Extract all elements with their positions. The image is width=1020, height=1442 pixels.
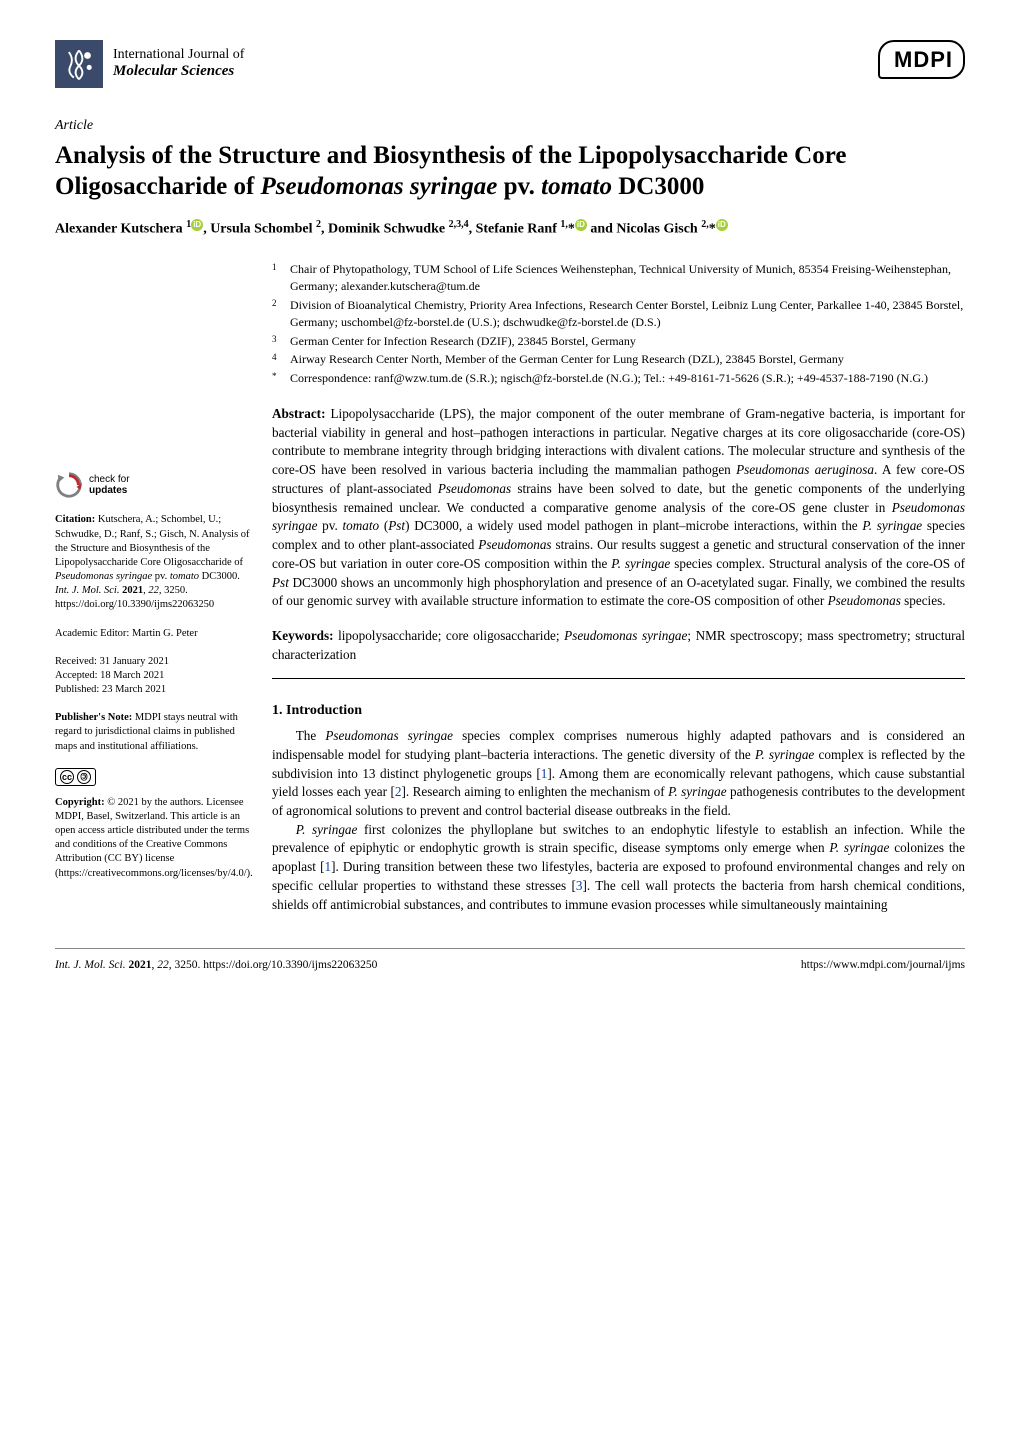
copyright-block: Copyright: © 2021 by the authors. Licens… [55, 796, 250, 881]
affiliation-row: 3 German Center for Infection Research (D… [272, 333, 965, 350]
affiliation-row: 1Chair of Phytopathology, TUM School of … [272, 261, 965, 295]
publishers-note: Publisher's Note: MDPI stays neutral wit… [55, 711, 250, 754]
abstract-label: Abstract: [272, 406, 325, 421]
affiliation-text: Airway Research Center North, Member of … [290, 351, 965, 368]
ijms-icon [55, 40, 103, 88]
affiliation-number: 3 [272, 333, 282, 350]
by-icon: 🄯 [77, 770, 91, 784]
check-for-updates[interactable]: check for updates [55, 471, 250, 499]
main-column: 1Chair of Phytopathology, TUM School of … [272, 261, 965, 914]
date-accepted: Accepted: 18 March 2021 [55, 669, 250, 683]
keywords-label: Keywords: [272, 628, 334, 643]
page-footer: Int. J. Mol. Sci. 2021, 22, 3250. https:… [55, 948, 965, 973]
date-received: Received: 31 January 2021 [55, 655, 250, 669]
copyright-text: © 2021 by the authors. Licensee MDPI, Ba… [55, 797, 253, 879]
affiliation-number: * [272, 370, 282, 387]
section-heading-introduction: 1. Introduction [272, 701, 965, 721]
citation-text: Kutschera, A.; Schombel, U.; Schwudke, D… [55, 514, 250, 610]
check-updates-label: check for updates [89, 474, 130, 496]
citation-block: Citation: Kutschera, A.; Schombel, U.; S… [55, 513, 250, 612]
footer-left: Int. J. Mol. Sci. 2021, 22, 3250. https:… [55, 957, 377, 973]
abstract: Abstract: Lipopolysaccharide (LPS), the … [272, 405, 965, 611]
author-list: Alexander Kutschera 1iD, Ursula Schombel… [55, 218, 965, 239]
article-type: Article [55, 116, 965, 136]
affiliation-number: 1 [272, 261, 282, 295]
journal-name-line1: International Journal of [113, 47, 244, 63]
date-published: Published: 23 March 2021 [55, 683, 250, 697]
article-title: Analysis of the Structure and Biosynthes… [55, 140, 965, 203]
keywords: Keywords: lipopolysaccharide; core oligo… [272, 627, 965, 679]
affiliation-text: Division of Bioanalytical Chemistry, Pri… [290, 297, 965, 331]
affiliation-text: Correspondence: ranf@wzw.tum.de (S.R.); … [290, 370, 965, 387]
academic-editor: Academic Editor: Martin G. Peter [55, 627, 250, 641]
check-updates-icon [55, 471, 83, 499]
footer-right: https://www.mdpi.com/journal/ijms [801, 957, 965, 973]
body-paragraph-2: P. syringae first colonizes the phyllopl… [272, 821, 965, 915]
affiliation-row: 4 Airway Research Center North, Member of… [272, 351, 965, 368]
affiliation-number: 4 [272, 351, 282, 368]
journal-logo-block: International Journal of Molecular Scien… [55, 40, 244, 88]
keywords-text: lipopolysaccharide; core oligosaccharide… [272, 628, 965, 662]
body-paragraph-1: The Pseudomonas syringae species complex… [272, 727, 965, 821]
abstract-text: Lipopolysaccharide (LPS), the major comp… [272, 406, 965, 608]
affiliation-text: German Center for Infection Research (DZ… [290, 333, 965, 350]
publishers-note-label: Publisher's Note: [55, 712, 132, 723]
dates-block: Received: 31 January 2021 Accepted: 18 M… [55, 655, 250, 698]
affiliation-number: 2 [272, 297, 282, 331]
mdpi-logo: MDPI [878, 40, 965, 79]
journal-name: International Journal of Molecular Scien… [113, 47, 244, 80]
affiliation-row: * Correspondence: ranf@wzw.tum.de (S.R.);… [272, 370, 965, 387]
journal-name-line2: Molecular Sciences [113, 63, 244, 80]
affiliations: 1Chair of Phytopathology, TUM School of … [272, 261, 965, 387]
header-bar: International Journal of Molecular Scien… [55, 40, 965, 88]
copyright-label: Copyright: [55, 797, 105, 808]
affiliation-row: 2Division of Bioanalytical Chemistry, Pr… [272, 297, 965, 331]
cc-icon: cc [60, 770, 74, 784]
cc-license-badge: cc 🄯 [55, 768, 250, 786]
affiliation-text: Chair of Phytopathology, TUM School of L… [290, 261, 965, 295]
citation-label: Citation: [55, 514, 95, 525]
sidebar: check for updates Citation: Kutschera, A… [55, 261, 250, 914]
main-grid: check for updates Citation: Kutschera, A… [55, 261, 965, 914]
